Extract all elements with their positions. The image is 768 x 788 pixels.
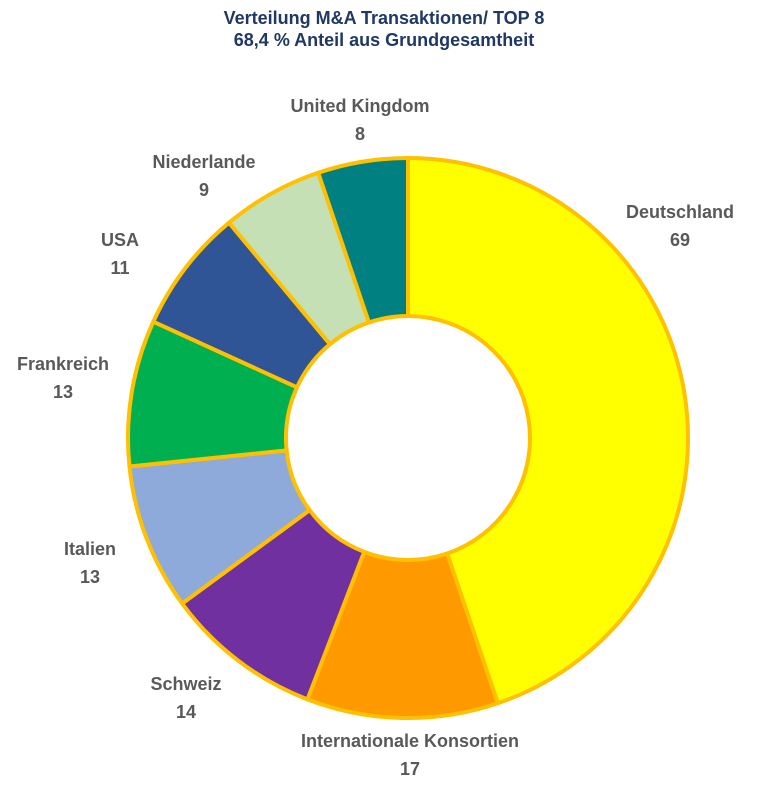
slice-value-label: 9 [199, 180, 209, 200]
chart-title: Verteilung M&A Transaktionen/ TOP 8 [223, 8, 545, 28]
slice-label: Italien [64, 539, 116, 559]
slice-value-label: 69 [670, 230, 690, 250]
slice-value-label: 14 [176, 702, 196, 722]
slice-label: Deutschland [626, 202, 734, 222]
slice-deutschland [406, 156, 690, 706]
slice-value-label: 8 [355, 124, 365, 144]
slice-label: United Kingdom [291, 96, 430, 116]
slice-label: Frankreich [17, 354, 109, 374]
slice-label: USA [101, 230, 139, 250]
slice-value-label: 11 [110, 258, 129, 278]
slice-value-label: 17 [400, 759, 420, 779]
slice-value-label: 13 [80, 567, 100, 587]
slice-label: Niederlande [152, 152, 255, 172]
slice-label: Internationale Konsortien [301, 731, 519, 751]
chart-subtitle: 68,4 % Anteil aus Grundgesamtheit [233, 30, 535, 50]
slice-value-label: 13 [53, 382, 73, 402]
slice-united-kingdom [316, 156, 410, 325]
slice-label: Schweiz [150, 674, 221, 694]
